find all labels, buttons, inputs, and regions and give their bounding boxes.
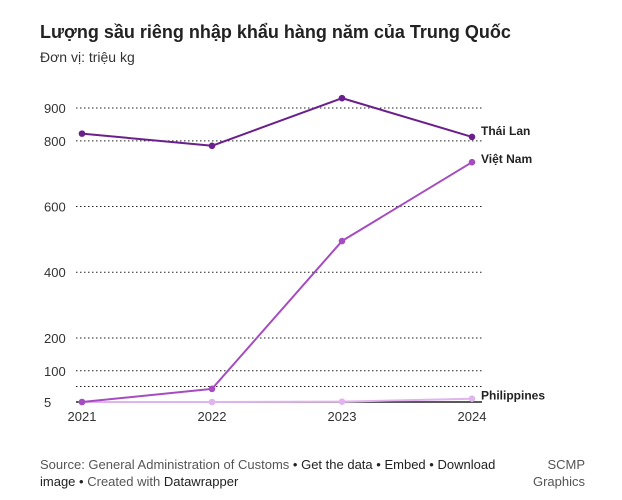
series-label: Philippines [481,389,545,403]
data-point [468,133,476,141]
series-line [81,161,473,403]
x-tick-label: 2021 [68,409,97,424]
separator: • [292,457,298,472]
y-tick-label: 200 [44,331,66,346]
chart-footer: Source: General Administration of Custom… [40,456,510,490]
x-tick-label: 2023 [328,409,357,424]
created-with-text: Created with [87,474,161,489]
separator: • [79,474,84,489]
data-point [78,130,86,137]
data-point [338,94,346,102]
get-data-link[interactable]: Get the data [301,457,373,472]
data-point [208,142,216,150]
data-point [338,398,346,405]
series-label: Việt Nam [481,152,532,166]
y-tick-label: 800 [44,134,66,149]
embed-link[interactable]: Embed [384,457,426,472]
series-label: Thái Lan [481,124,530,138]
separator: • [429,457,434,472]
chart-subtitle: Đơn vị: triệu kg [40,49,135,65]
credit: SCMP Graphics [533,456,585,490]
line-chart: 5 100 200 400 600 800 900 2021 2022 2023 2024 Thái … [44,94,545,424]
separator: • [376,457,381,472]
credit-line-1: SCMP [547,457,585,472]
y-tick-label: 100 [44,364,66,379]
data-point [208,398,216,406]
data-point [78,398,86,406]
data-point [468,158,476,166]
source-text: Source: General Administration of Custom… [40,457,290,472]
download-image-link[interactable]: Download image [40,457,496,489]
x-tick-label: 2022 [198,409,227,424]
data-point [208,385,216,393]
data-point [338,237,346,245]
credit-line-2: Graphics [532,474,585,489]
datawrapper-link[interactable]: Datawrapper [163,474,239,489]
y-tick-label: 600 [44,200,66,215]
x-tick-label: 2024 [458,409,487,424]
chart-title: Lượng sầu riêng nhập khẩu hàng năm của T… [40,22,511,42]
y-tick-label: 5 [44,395,51,410]
series-line [81,97,473,147]
data-point [468,395,476,403]
y-tick-label: 900 [44,101,66,116]
series-line [82,397,473,403]
y-tick-label: 400 [44,265,66,280]
